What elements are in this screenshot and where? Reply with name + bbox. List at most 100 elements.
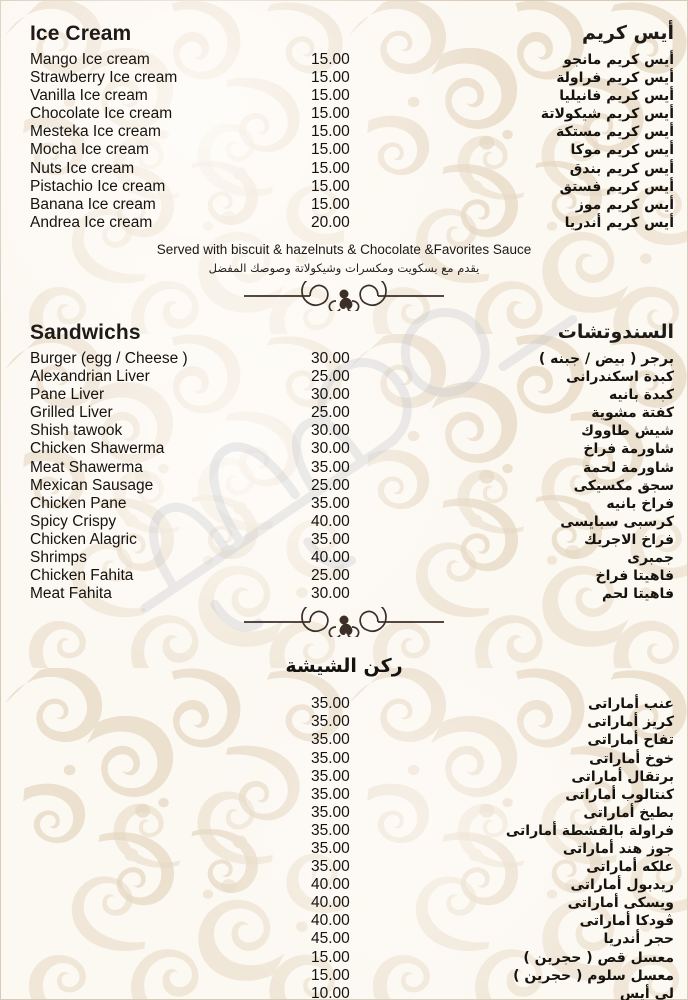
menu-item-row: 35.00 خوخ أماراتى: [0, 750, 688, 768]
menu-item-name-en: Nuts Ice cream: [30, 159, 135, 177]
menu-item-name-ar: شيش طاووك: [581, 423, 674, 440]
menu-item-name-ar: أيس كريم فانيليا: [559, 88, 674, 105]
menu-item-price: 40.00: [311, 548, 350, 566]
menu-item-name-ar: برتقال أماراتى: [571, 768, 674, 785]
menu-item-row: Chicken Alagric 35.00 فراخ الاجريك: [0, 531, 688, 549]
item-list-shisha: 35.00 عنب أماراتى 35.00 كريز أماراتى 35.00 تف…: [0, 695, 688, 1000]
section-header-ice-cream: Ice Cream أيس كريم: [0, 22, 688, 46]
menu-item-row: Strawberry Ice cream 15.00 أيس كريم فراولة: [0, 69, 688, 87]
menu-item-price: 45.00: [311, 930, 350, 948]
menu-item-price: 15.00: [311, 69, 350, 87]
menu-item-name-ar: كبدة اسكندرانى: [566, 369, 674, 386]
menu-item-price: 15.00: [311, 966, 350, 984]
menu-item-price: 35.00: [311, 785, 350, 803]
menu-item-row: 40.00 ويسكى أماراتى: [0, 894, 688, 912]
section-header-sandwichs: Sandwichs السندوتشات: [0, 321, 688, 345]
menu-item-name-en: Chicken Alagric: [30, 530, 137, 548]
menu-item-price: 35.00: [311, 749, 350, 767]
menu-item-row: Banana Ice cream 15.00 أيس كريم موز: [0, 196, 688, 214]
menu-item-name-ar: أيس كريم بندق: [569, 160, 674, 177]
menu-item-name-en: Strawberry Ice cream: [30, 69, 178, 87]
menu-item-row: Mexican Sausage 25.00 سجق مكسيكى: [0, 477, 688, 495]
menu-item-name-ar: فراخ الاجريك: [584, 531, 674, 548]
menu-item-name-ar: أيس كريم شيكولاتة: [540, 106, 674, 123]
menu-item-price: 30.00: [311, 585, 350, 603]
menu-item-name-en: Spicy Crispy: [30, 512, 117, 530]
menu-item-name-en: Shrimps: [30, 548, 87, 566]
menu-item-name-ar: تفاح أماراتى: [587, 732, 674, 749]
menu-item-name-ar: أيس كريم موكا: [570, 142, 674, 159]
menu-item-row: Pistachio Ice cream 15.00 أيس كريم فستق: [0, 178, 688, 196]
menu-item-row: Nuts Ice cream 15.00 أيس كريم بندق: [0, 160, 688, 178]
menu-item-name-ar: فراولة بالقشطة أماراتى: [505, 822, 674, 839]
menu-item-name-ar: كريز أماراتى: [587, 714, 674, 731]
menu-item-row: Shish tawook 30.00 شيش طاووك: [0, 422, 688, 440]
menu-item-row: Chocolate Ice cream 15.00 أيس كريم شيكولات…: [0, 105, 688, 123]
menu-item-name-ar: كنتالوب أماراتى: [565, 786, 674, 803]
menu-item-row: Chicken Shawerma 30.00 شاورمة فراخ: [0, 440, 688, 458]
menu-item-row: 15.00 معسل قص ( حجرين ): [0, 949, 688, 967]
menu-item-name-ar: أيس كريم أندريا: [564, 214, 674, 231]
menu-item-name-en: Chicken Shawerma: [30, 440, 165, 458]
ice-cream-note-ar: يقدم مع بسكويت ومكسرات وشيكولاتة وصوصك ا…: [208, 260, 480, 275]
menu-item-row: Andrea Ice cream 20.00 أيس كريم أندريا: [0, 214, 688, 232]
menu-item-price: 15.00: [311, 177, 350, 195]
menu-item-name-ar: جمبرى: [627, 549, 674, 566]
menu-item-name-en: Pane Liver: [30, 386, 105, 404]
section-title-ar-sandwichs: السندوتشات: [557, 320, 674, 343]
ice-cream-note-en: Served with biscuit & hazelnuts & Chocol…: [156, 241, 532, 257]
menu-item-name-en: Grilled Liver: [30, 404, 113, 422]
menu-item-name-en: Mocha Ice cream: [30, 141, 149, 159]
menu-item-row: 35.00 فراولة بالقشطة أماراتى: [0, 822, 688, 840]
menu-item-name-ar: ويسكى أماراتى: [567, 895, 674, 912]
section-title-ar-shisha: ركن الشيشة: [285, 655, 403, 678]
menu-item-price: 35.00: [311, 767, 350, 785]
menu-item-price: 40.00: [311, 512, 350, 530]
menu-item-price: 35.00: [311, 695, 350, 713]
menu-item-price: 30.00: [311, 422, 350, 440]
menu-item-row: Pane Liver 30.00 كبدة بانيه: [0, 386, 688, 404]
menu-item-name-ar: ريدبول أماراتى: [570, 877, 674, 894]
menu-item-name-ar: كفتة مشوية: [591, 405, 674, 422]
menu-item-name-ar: لى أيس: [619, 985, 674, 1000]
menu-item-row: 35.00 تفاح أماراتى: [0, 731, 688, 749]
menu-item-name-ar: معسل قص ( حجرين ): [523, 949, 674, 966]
menu-item-row: 35.00 عنب أماراتى: [0, 695, 688, 713]
menu-item-price: 40.00: [311, 876, 350, 894]
menu-item-name-ar: كبدة بانيه: [608, 387, 674, 404]
item-list-ice-cream: Mango Ice cream 15.00 أيس كريم مانجو Strawb…: [0, 51, 688, 232]
menu-item-price: 30.00: [311, 386, 350, 404]
menu-item-row: Mango Ice cream 15.00 أيس كريم مانجو: [0, 51, 688, 69]
menu-item-price: 30.00: [311, 440, 350, 458]
menu-item-row: Burger (egg / Cheese ) 30.00 برجر ( بيض / …: [0, 350, 688, 368]
menu-item-row: Vanilla Ice cream 15.00 أيس كريم فانيليا: [0, 87, 688, 105]
menu-item-price: 40.00: [311, 912, 350, 930]
menu-item-name-ar: جوز هند أماراتى: [562, 841, 674, 857]
menu-item-price: 10.00: [311, 984, 350, 1000]
menu-item-name-ar: كرسبى سبايسى: [560, 513, 674, 530]
menu-item-name-ar: عنب أماراتى: [588, 696, 674, 713]
menu-item-row: 35.00 كريز أماراتى: [0, 713, 688, 731]
menu-item-row: 15.00 معسل سلوم ( حجرين ): [0, 967, 688, 985]
menu-item-price: 35.00: [311, 840, 350, 857]
section-title-en-sandwichs: Sandwichs: [30, 320, 141, 344]
menu-item-row: Mocha Ice cream 15.00 أيس كريم موكا: [0, 141, 688, 159]
menu-item-price: 15.00: [311, 105, 350, 123]
menu-item-name-en: Andrea Ice cream: [30, 213, 153, 231]
menu-item-name-ar: حجر أندريا: [603, 931, 674, 948]
menu-item-row: Chicken Fahita 25.00 فاهيتا فراخ: [0, 567, 688, 585]
menu-item-row: Grilled Liver 25.00 كفتة مشوية: [0, 404, 688, 422]
menu-item-name-ar: برجر ( بيض / جبنه ): [538, 350, 674, 367]
menu-item-row: Meat Shawerma 35.00 شاورمة لحمة: [0, 459, 688, 477]
menu-item-name-en: Pistachio Ice cream: [30, 177, 166, 195]
menu-item-price: 35.00: [311, 530, 350, 548]
menu-item-price: 15.00: [311, 948, 350, 966]
menu-item-name-en: Banana Ice cream: [30, 195, 156, 213]
menu-item-name-ar: فراخ بانيه: [606, 495, 674, 512]
menu-item-price: 25.00: [311, 567, 350, 585]
menu-item-row: 40.00 ريدبول أماراتى: [0, 876, 688, 894]
menu-item-name-en: Alexandrian Liver: [30, 368, 150, 386]
section-title-ar-ice-cream: أيس كريم: [581, 22, 674, 44]
menu-item-price: 35.00: [311, 713, 350, 731]
menu-item-name-ar: أيس كريم مستكة: [556, 124, 674, 141]
